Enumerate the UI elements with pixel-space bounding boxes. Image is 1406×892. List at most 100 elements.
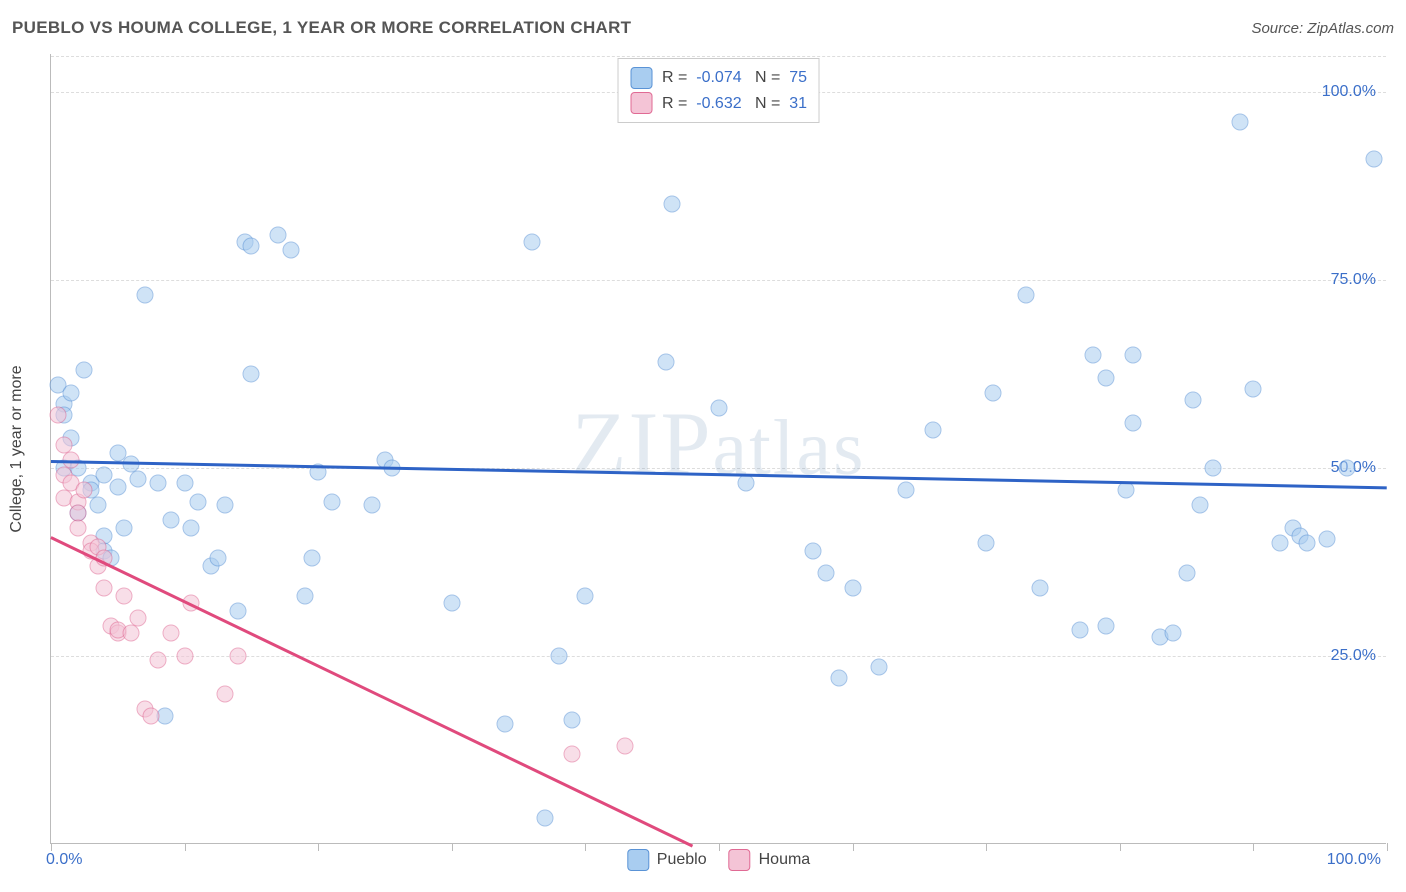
data-point xyxy=(844,580,861,597)
data-point xyxy=(1205,459,1222,476)
chart-source: Source: ZipAtlas.com xyxy=(1251,20,1394,37)
x-axis-min-label: 0.0% xyxy=(46,851,82,869)
legend-swatch xyxy=(630,92,652,114)
y-tick-label: 100.0% xyxy=(1322,83,1376,101)
data-point xyxy=(1118,482,1135,499)
data-point xyxy=(230,647,247,664)
data-point xyxy=(1165,625,1182,642)
data-point xyxy=(129,471,146,488)
data-point xyxy=(564,745,581,762)
data-point xyxy=(210,550,227,567)
gridline xyxy=(51,280,1386,281)
x-tick xyxy=(719,843,720,851)
data-point xyxy=(149,474,166,491)
data-point xyxy=(537,809,554,826)
data-point xyxy=(216,685,233,702)
data-point xyxy=(149,651,166,668)
data-point xyxy=(69,520,86,537)
data-point xyxy=(737,474,754,491)
gridline xyxy=(51,56,1386,57)
data-point xyxy=(523,234,540,251)
data-point xyxy=(163,625,180,642)
legend-series-label: Houma xyxy=(759,851,811,869)
data-point xyxy=(303,550,320,567)
data-point xyxy=(1338,459,1355,476)
data-point xyxy=(617,738,634,755)
data-point xyxy=(711,399,728,416)
data-point xyxy=(550,647,567,664)
data-point xyxy=(1272,535,1289,552)
data-point xyxy=(564,711,581,728)
data-point xyxy=(116,587,133,604)
data-point xyxy=(1298,535,1315,552)
data-point xyxy=(984,384,1001,401)
data-point xyxy=(1098,369,1115,386)
legend-series-label: Pueblo xyxy=(657,851,707,869)
data-point xyxy=(1031,580,1048,597)
data-point xyxy=(176,474,193,491)
data-point xyxy=(76,362,93,379)
data-point xyxy=(817,565,834,582)
legend-stats-row: R = -0.632 N = 31 xyxy=(630,91,807,117)
data-point xyxy=(136,286,153,303)
data-point xyxy=(270,226,287,243)
data-point xyxy=(96,580,113,597)
x-tick xyxy=(318,843,319,851)
data-point xyxy=(129,610,146,627)
y-tick-label: 75.0% xyxy=(1331,271,1376,289)
data-point xyxy=(804,542,821,559)
trendline-pueblo xyxy=(51,460,1387,489)
x-tick xyxy=(51,843,52,851)
data-point xyxy=(143,708,160,725)
data-point xyxy=(1125,346,1142,363)
data-point xyxy=(49,407,66,424)
x-tick xyxy=(1387,843,1388,851)
legend-swatch xyxy=(627,849,649,871)
data-point xyxy=(1018,286,1035,303)
data-point xyxy=(1178,565,1195,582)
x-tick xyxy=(585,843,586,851)
data-point xyxy=(183,520,200,537)
data-point xyxy=(978,535,995,552)
data-point xyxy=(577,587,594,604)
data-point xyxy=(123,625,140,642)
legend-stat-text: R = -0.074 N = 75 xyxy=(662,65,807,91)
data-point xyxy=(871,659,888,676)
data-point xyxy=(1191,497,1208,514)
data-point xyxy=(363,497,380,514)
data-point xyxy=(1125,414,1142,431)
data-point xyxy=(296,587,313,604)
data-point xyxy=(657,354,674,371)
chart-title: PUEBLO VS HOUMA COLLEGE, 1 YEAR OR MORE … xyxy=(12,18,631,38)
legend-series-item: Houma xyxy=(729,849,811,871)
data-point xyxy=(63,384,80,401)
gridline xyxy=(51,656,1386,657)
data-point xyxy=(831,670,848,687)
data-point xyxy=(1365,151,1382,168)
data-point xyxy=(924,422,941,439)
data-point xyxy=(1232,113,1249,130)
legend-stats: R = -0.074 N = 75R = -0.632 N = 31 xyxy=(617,58,820,123)
data-point xyxy=(216,497,233,514)
data-point xyxy=(109,478,126,495)
legend-stats-row: R = -0.074 N = 75 xyxy=(630,65,807,91)
data-point xyxy=(1085,346,1102,363)
data-point xyxy=(1318,531,1335,548)
x-tick xyxy=(853,843,854,851)
x-tick xyxy=(452,843,453,851)
legend-swatch xyxy=(630,67,652,89)
data-point xyxy=(497,715,514,732)
data-point xyxy=(76,482,93,499)
data-point xyxy=(1185,392,1202,409)
legend-series-item: Pueblo xyxy=(627,849,707,871)
data-point xyxy=(189,493,206,510)
data-point xyxy=(116,520,133,537)
x-tick xyxy=(986,843,987,851)
data-point xyxy=(1071,621,1088,638)
data-point xyxy=(323,493,340,510)
y-tick-label: 25.0% xyxy=(1331,647,1376,665)
x-axis-max-label: 100.0% xyxy=(1327,851,1381,869)
data-point xyxy=(1245,380,1262,397)
x-tick xyxy=(1253,843,1254,851)
chart-header: PUEBLO VS HOUMA COLLEGE, 1 YEAR OR MORE … xyxy=(12,18,1394,38)
